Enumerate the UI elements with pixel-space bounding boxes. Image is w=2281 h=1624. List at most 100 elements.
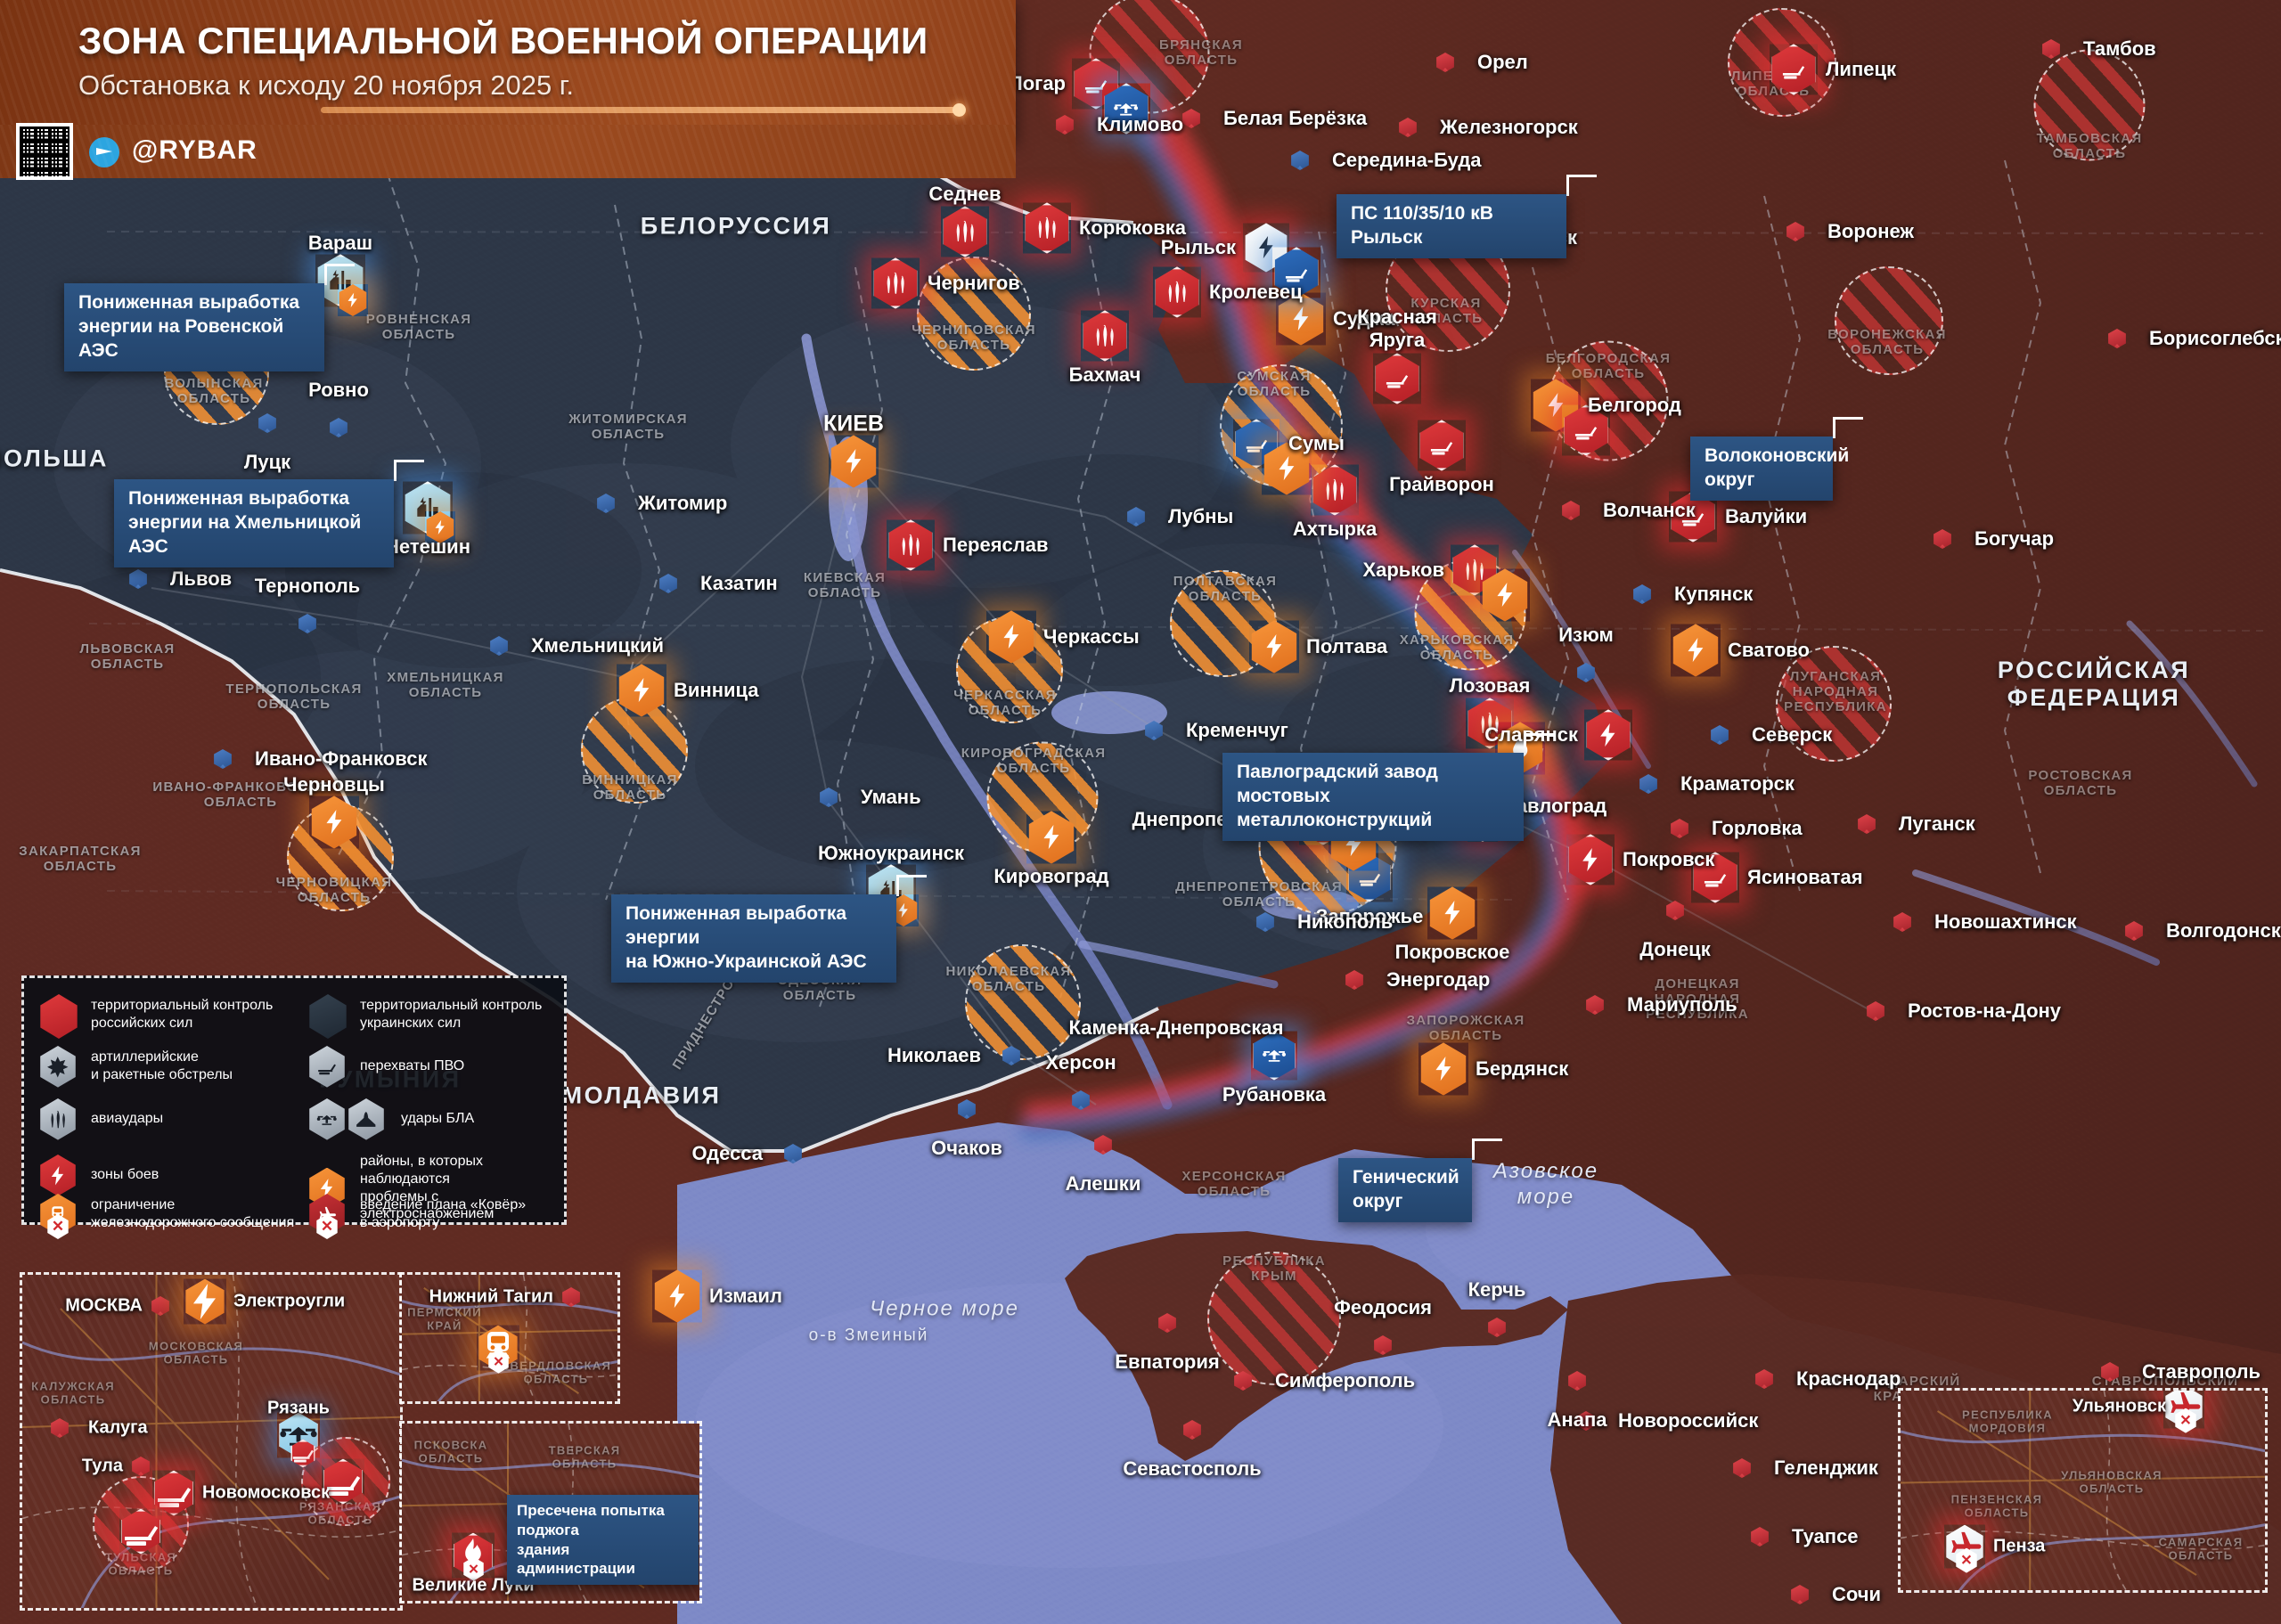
map-marker[interactable] [258,413,277,433]
map-marker[interactable] [1567,1371,1587,1391]
map-marker[interactable] [1566,834,1615,885]
map-marker[interactable] [2124,921,2144,941]
inset-marker[interactable] [151,1296,170,1316]
inset-marker[interactable] [322,1458,364,1505]
inset-marker[interactable] [119,1508,162,1555]
map-marker[interactable] [1584,709,1632,761]
map-marker[interactable] [986,610,1036,664]
map-marker[interactable] [128,569,148,589]
map-marker[interactable] [957,1099,977,1119]
map-marker[interactable] [1002,1046,1021,1065]
map-marker[interactable] [2107,329,2127,348]
map-marker[interactable] [1398,118,1418,137]
map-marker[interactable] [1750,1527,1770,1546]
map-marker[interactable] [1373,353,1421,404]
map-marker[interactable] [1857,814,1876,834]
map-marker[interactable] [1866,1001,1885,1021]
map-marker[interactable] [1272,247,1320,298]
map-marker[interactable] [652,1269,702,1323]
map-marker[interactable] [1770,44,1818,95]
inset-marker[interactable]: ✕ [1944,1524,1985,1573]
qr-code-icon[interactable] [16,123,73,180]
map-marker[interactable] [1093,1135,1113,1155]
inset-callout[interactable]: Пресечена попытка поджога здания админис… [507,1495,699,1585]
map-marker[interactable] [1480,568,1530,622]
map-marker[interactable] [1081,310,1129,362]
map-marker[interactable] [1754,1369,1774,1389]
map-marker[interactable] [1487,1318,1507,1337]
map-marker[interactable] [1233,1371,1253,1391]
map-marker[interactable] [489,636,509,656]
map-marker[interactable] [1276,292,1326,346]
map-marker[interactable] [309,796,359,849]
inset-marker[interactable] [152,1470,195,1516]
map-marker[interactable] [1435,53,1455,72]
map-marker[interactable] [425,510,455,544]
map-marker[interactable] [1157,1313,1177,1333]
south-ukr-npp-callout[interactable]: Пониженная выработка энергии на Южно-Укр… [611,894,896,983]
map-marker[interactable] [887,519,935,571]
map-marker[interactable] [1691,852,1739,903]
map-marker[interactable] [658,574,678,593]
genichesk-callout[interactable]: Генический округ [1338,1158,1472,1222]
map-marker[interactable] [1670,819,1689,838]
map-marker[interactable] [871,257,920,309]
map-marker[interactable] [1311,464,1359,516]
map-marker[interactable] [829,435,879,488]
map-marker[interactable] [1249,620,1299,673]
map-marker[interactable] [1071,1090,1091,1110]
volokonovsky-callout[interactable]: Волоконовский округ [1690,437,1849,501]
map-marker[interactable] [338,283,368,317]
inset-marker[interactable] [277,1412,320,1468]
map-marker[interactable] [1418,420,1466,471]
map-marker[interactable] [1427,886,1477,940]
map-marker[interactable] [2041,39,2061,59]
map-marker[interactable] [783,1144,803,1163]
map-marker[interactable] [1933,529,1952,549]
map-marker[interactable] [1632,584,1652,604]
map-marker[interactable] [1023,202,1071,254]
map-marker[interactable] [213,749,233,769]
inset-marker[interactable] [184,1278,226,1325]
rovno-npp-callout[interactable]: Пониженная выработка энергии на Ровенско… [64,283,324,371]
rylsk-substation-callout[interactable]: ПС 110/35/10 кВ Рыльск [1337,194,1566,258]
map-marker[interactable] [329,418,348,437]
map-marker[interactable] [1373,1335,1393,1355]
map-marker[interactable] [1561,501,1581,520]
map-marker[interactable] [1255,912,1275,932]
map-marker[interactable] [1893,912,1912,932]
map-marker[interactable] [1262,442,1312,495]
map-marker[interactable] [819,788,838,807]
map-marker[interactable] [298,614,317,633]
map-marker[interactable] [1153,266,1201,318]
map-marker[interactable] [1585,995,1605,1015]
map-marker[interactable] [1786,222,1805,241]
map-marker[interactable] [1576,1411,1596,1431]
inset-marker[interactable] [50,1418,69,1438]
map-marker[interactable] [1182,1420,1202,1440]
inset-marker[interactable] [561,1287,581,1307]
map-marker[interactable] [1576,663,1596,682]
map-marker[interactable] [1055,115,1075,135]
pavlograd-plant-callout[interactable]: Павлоградский завод мостовых металлоконс… [1222,753,1524,841]
inset-marker[interactable] [131,1457,151,1476]
map-marker[interactable] [1126,507,1146,526]
map-marker[interactable] [1665,901,1685,920]
khmel-npp-callout[interactable]: Пониженная выработка энергии на Хмельниц… [114,479,394,567]
map-marker[interactable] [1251,1031,1297,1081]
map-marker[interactable] [941,206,989,257]
map-marker[interactable] [596,494,616,513]
map-marker[interactable] [1790,1585,1810,1604]
inset-marker[interactable]: ✕ [2163,1391,2204,1433]
map-marker[interactable] [1102,83,1150,135]
inset-marker[interactable]: ✕ [452,1532,495,1581]
map-marker[interactable] [1026,811,1076,864]
map-marker[interactable] [1562,404,1610,456]
map-marker[interactable] [617,664,666,717]
map-marker[interactable] [1181,109,1201,128]
map-marker[interactable] [1639,774,1658,794]
map-marker[interactable] [1290,151,1310,170]
map-marker[interactable] [1671,624,1721,677]
map-marker[interactable] [1710,725,1729,745]
map-marker[interactable] [2100,1362,2120,1382]
